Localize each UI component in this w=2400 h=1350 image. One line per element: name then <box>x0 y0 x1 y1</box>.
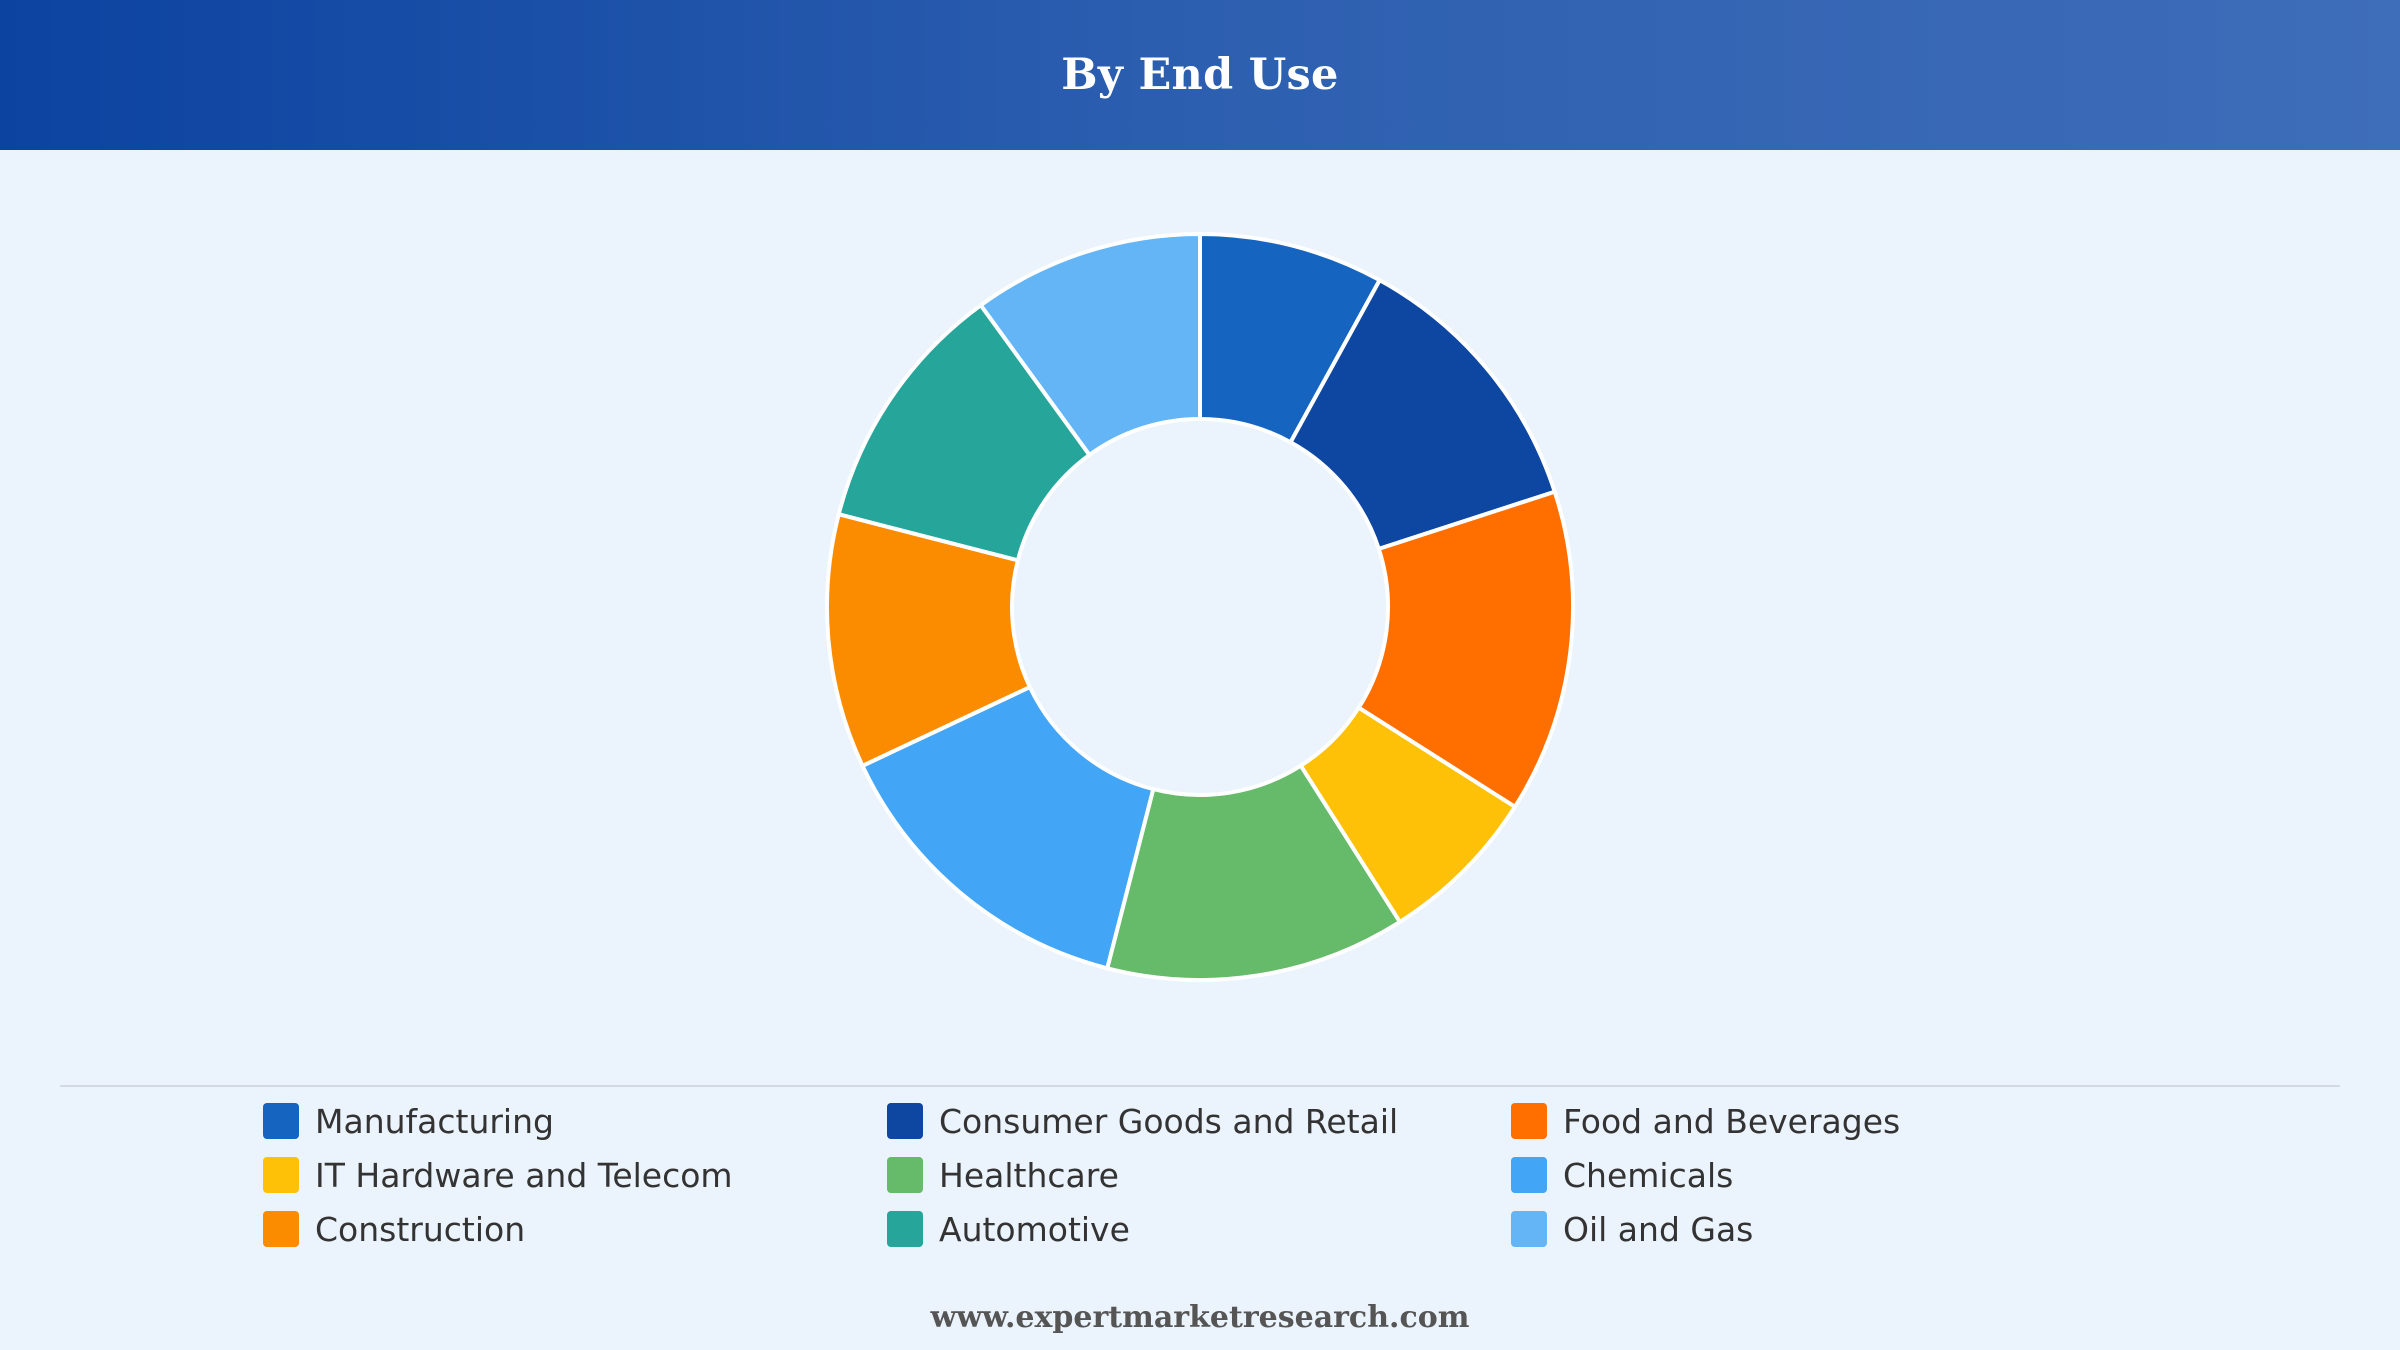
legend-item-consumer-goods-and-retail[interactable]: Consumer Goods and Retail <box>887 1094 1398 1148</box>
slice-construction[interactable] <box>825 512 1032 768</box>
legend-divider <box>60 1085 2340 1087</box>
donut-chart <box>825 232 1575 982</box>
slice-chemicals[interactable] <box>860 685 1156 971</box>
legend-swatch <box>263 1211 299 1247</box>
legend-swatch <box>1511 1157 1547 1193</box>
legend-label: Consumer Goods and Retail <box>939 1101 1399 1141</box>
legend-item-construction[interactable]: Construction <box>263 1202 525 1256</box>
legend-label: IT Hardware and Telecom <box>315 1155 733 1195</box>
legend-swatch <box>887 1103 923 1139</box>
legend-item-healthcare[interactable]: Healthcare <box>887 1148 1119 1202</box>
source-website: www.expertmarketresearch.com <box>930 1300 1470 1335</box>
slice-healthcare[interactable] <box>1105 763 1402 982</box>
legend-item-it-hardware-and-telecom[interactable]: IT Hardware and Telecom <box>263 1148 733 1202</box>
chart-title: By End Use <box>1061 50 1339 100</box>
header-banner: By End Use <box>0 0 2400 150</box>
legend-swatch <box>1511 1211 1547 1247</box>
legend-label: Automotive <box>939 1209 1130 1249</box>
legend-label: Food and Beverages <box>1563 1101 1901 1141</box>
legend-swatch <box>263 1157 299 1193</box>
legend-swatch <box>887 1211 923 1247</box>
legend-item-chemicals[interactable]: Chemicals <box>1511 1148 1733 1202</box>
legend-item-manufacturing[interactable]: Manufacturing <box>263 1094 554 1148</box>
chart-legend: Manufacturing Consumer Goods and Retail Fo… <box>263 1094 2163 1254</box>
legend-label: Construction <box>315 1209 526 1249</box>
legend-label: Oil and Gas <box>1563 1209 1754 1249</box>
legend-swatch <box>263 1103 299 1139</box>
slice-oil-and-gas[interactable] <box>978 232 1202 457</box>
legend-label: Chemicals <box>1563 1155 1734 1195</box>
slice-food-and-beverages[interactable] <box>1356 489 1575 809</box>
legend-item-automotive[interactable]: Automotive <box>887 1202 1130 1256</box>
legend-swatch <box>887 1157 923 1193</box>
legend-swatch <box>1511 1103 1547 1139</box>
legend-label: Healthcare <box>939 1155 1119 1195</box>
legend-item-oil-and-gas[interactable]: Oil and Gas <box>1511 1202 1753 1256</box>
legend-label: Manufacturing <box>315 1101 554 1141</box>
legend-item-food-and-beverages[interactable]: Food and Beverages <box>1511 1094 1900 1148</box>
slice-consumer-goods-and-retail[interactable] <box>1288 278 1557 551</box>
